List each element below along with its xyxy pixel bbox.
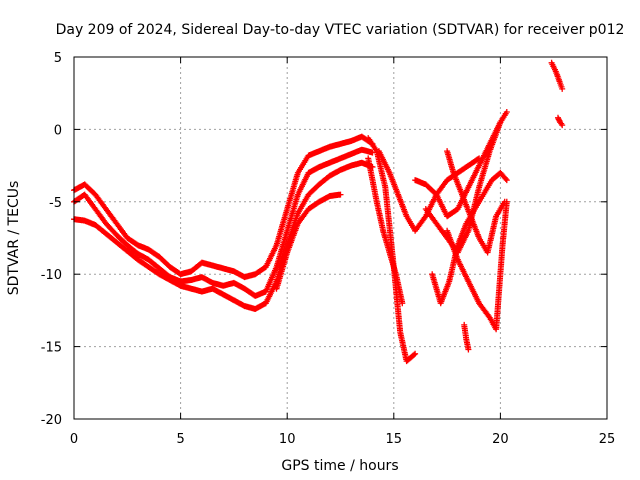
data-point-markers xyxy=(444,198,510,333)
y-tick-label: -20 xyxy=(41,413,62,428)
x-tick-label: 25 xyxy=(599,432,616,447)
data-point-markers xyxy=(273,191,344,292)
y-tick-label: -10 xyxy=(41,268,62,283)
data-point-markers xyxy=(365,155,406,307)
series-arc-13 xyxy=(461,321,472,353)
series-arc-12 xyxy=(444,198,510,333)
y-tick-label: -5 xyxy=(49,196,62,211)
plot-frame xyxy=(73,56,608,420)
y-tick-label: 0 xyxy=(54,123,62,138)
x-tick-label: 10 xyxy=(279,432,296,447)
axis-ticks: 0 5 10 15 20 25 5 0 -5 -10 -15 -20 xyxy=(41,51,616,447)
x-tick-label: 20 xyxy=(492,432,509,447)
data-marks xyxy=(71,59,566,365)
data-point-markers xyxy=(444,148,508,256)
x-axis-label: GPS time / hours xyxy=(281,458,398,474)
series-arc-15 xyxy=(555,114,566,129)
series-arc-4 xyxy=(273,191,344,292)
y-tick-label: 5 xyxy=(54,51,62,66)
series-arc-11 xyxy=(444,148,508,256)
chart-title: Day 209 of 2024, Sidereal Day-to-day VTE… xyxy=(56,22,625,38)
y-axis-label: SDTVAR / TECUs xyxy=(6,181,22,296)
series-arc-14 xyxy=(548,59,566,92)
data-point-markers xyxy=(548,59,566,92)
grid xyxy=(74,57,607,419)
x-tick-label: 0 xyxy=(70,432,78,447)
data-point-markers xyxy=(555,114,566,129)
y-tick-label: -15 xyxy=(41,341,62,356)
x-tick-label: 5 xyxy=(176,432,184,447)
x-tick-label: 15 xyxy=(386,432,403,447)
series-arc-6 xyxy=(365,155,406,307)
data-point-markers xyxy=(461,321,472,353)
